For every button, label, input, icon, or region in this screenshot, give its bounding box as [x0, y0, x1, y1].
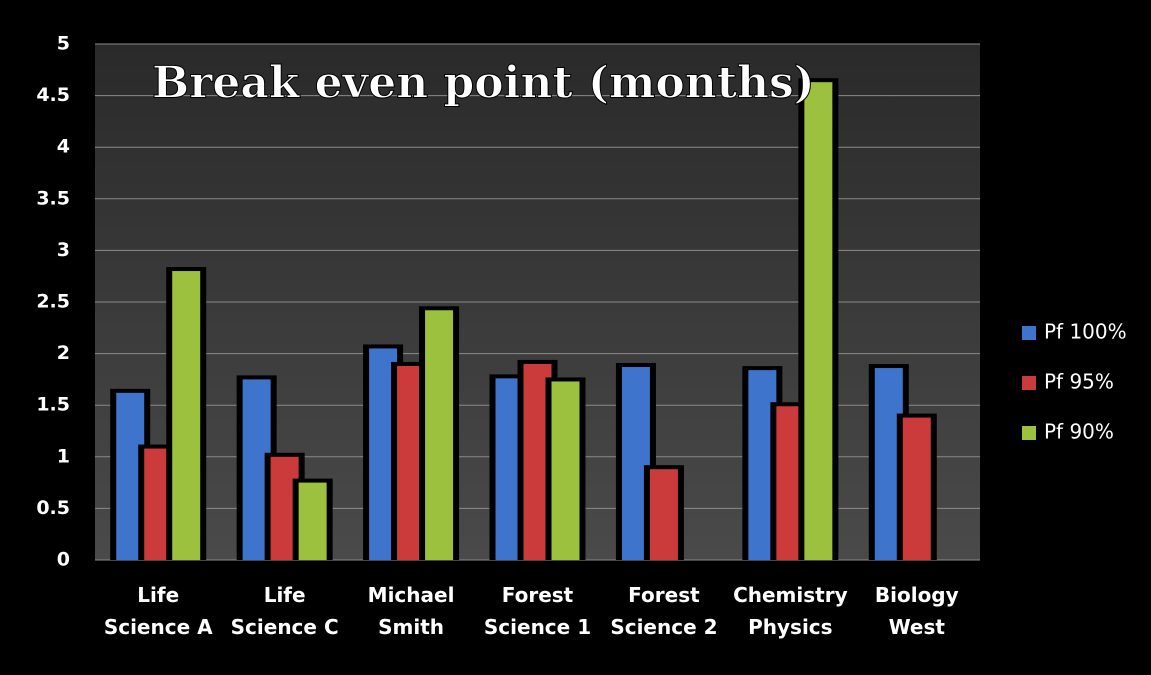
x-tick-label: Forest Science 1 [483, 583, 592, 639]
y-tick-label: 2.5 [36, 291, 70, 313]
y-tick-label: 3 [57, 239, 70, 261]
x-tick-label: Chemistry Physics [733, 583, 848, 639]
x-tick-label: Life Science A [103, 583, 213, 639]
y-tick-label: 4 [57, 136, 70, 158]
y-tick-label: 5 [57, 33, 70, 55]
legend-swatch [1022, 376, 1036, 390]
y-tick-label: 3.5 [36, 187, 70, 209]
y-tick-label: 1.5 [36, 394, 70, 416]
legend-swatch [1022, 426, 1036, 440]
y-tick-label: 1 [57, 445, 70, 467]
bar [804, 82, 833, 561]
bar [649, 469, 678, 560]
bar [172, 271, 201, 560]
legend-label: Pf 100% [1044, 320, 1127, 344]
bar [425, 310, 454, 560]
legend-swatch [1022, 326, 1036, 340]
y-tick-label: 0 [57, 549, 70, 571]
legend-label: Pf 90% [1044, 420, 1114, 444]
y-tick-label: 4.5 [36, 84, 70, 106]
bar [551, 381, 580, 560]
y-tick-label: 0.5 [36, 497, 70, 519]
x-tick-label: Forest Science 2 [610, 583, 718, 639]
x-tick-label: Life Science C [230, 583, 339, 639]
y-tick-label: 2 [57, 342, 70, 364]
legend-label: Pf 95% [1044, 370, 1114, 394]
x-tick-label: Biology West [874, 583, 959, 639]
x-tick-label: Michael Smith [367, 583, 455, 639]
bar [298, 482, 327, 560]
chart-title: Break even point (months) [152, 58, 815, 109]
bar [902, 417, 931, 560]
